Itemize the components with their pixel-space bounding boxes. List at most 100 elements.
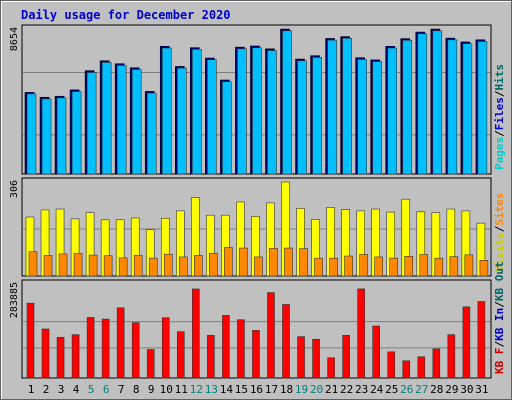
legend-sep-kb-1: / (493, 301, 506, 308)
bar-kb-kb-f-20 (312, 338, 320, 379)
x-tick-label-27: 27 (415, 383, 428, 396)
bar-pages-files-hits-files-1 (26, 93, 37, 175)
bar-pages-files-hits-files-10 (161, 47, 172, 175)
max-label-visits-sites: 306 (9, 180, 20, 198)
x-tick-label-24: 24 (370, 383, 384, 396)
bar-visits-sites-sites-14 (224, 247, 233, 277)
legend-pages-files-hits: Pages/Files/Hits (493, 64, 506, 170)
legend-visits-sites-sites: Sites (493, 193, 506, 226)
x-tick-label-30: 30 (460, 383, 473, 396)
bar-pages-files-hits-files-29 (447, 39, 458, 175)
bar-visits-sites-sites-2 (43, 255, 53, 277)
bar-visits-sites-sites-27 (419, 254, 429, 277)
x-tick-label-25: 25 (385, 383, 398, 396)
bar-pages-files-hits-files-26 (402, 39, 413, 175)
bar-pages-files-hits-files-8 (131, 69, 142, 175)
bar-pages-files-hits-files-22 (342, 37, 352, 175)
bar-pages-files-hits-files-17 (267, 50, 277, 175)
bar-visits-sites-sites-21 (329, 257, 338, 277)
bar-kb-kb-f-27 (417, 356, 426, 379)
bar-visits-sites-sites-6 (103, 255, 113, 277)
bar-kb-kb-f-2 (41, 328, 50, 379)
legend-sep-kb-0: / (493, 341, 506, 348)
bar-pages-files-hits-files-24 (372, 61, 382, 175)
bar-kb-kb-f-14 (222, 315, 230, 379)
bar-visits-sites-sites-15 (239, 247, 248, 277)
legend-pages-files-hits-files: Files (493, 97, 506, 130)
bar-pages-files-hits-files-23 (357, 59, 367, 175)
bar-visits-sites-sites-24 (374, 256, 383, 277)
bar-kb-kb-f-25 (387, 351, 396, 379)
bar-kb-kb-f-21 (327, 357, 335, 379)
bar-kb-kb-f-7 (116, 307, 125, 379)
bar-visits-sites-sites-12 (194, 255, 203, 277)
bar-kb-kb-f-10 (161, 317, 170, 379)
bar-pages-files-hits-files-25 (387, 47, 398, 175)
max-label-kb: 283885 (9, 282, 20, 318)
bar-visits-sites-sites-28 (434, 257, 444, 277)
bar-pages-files-hits-files-2 (41, 98, 52, 175)
chart-title: Daily usage for December 2020 (21, 8, 231, 22)
bar-visits-sites-sites-16 (254, 256, 263, 277)
bar-kb-kb-f-18 (282, 304, 290, 379)
bar-pages-files-hits-files-13 (207, 59, 217, 175)
x-tick-label-11: 11 (175, 383, 188, 396)
bar-visits-sites-sites-17 (269, 248, 278, 277)
bar-pages-files-hits-files-4 (71, 91, 82, 175)
x-tick-label-1: 1 (28, 383, 35, 396)
bar-pages-files-hits-files-31 (477, 41, 488, 175)
bar-kb-kb-f-13 (207, 334, 215, 379)
bar-pages-files-hits-files-20 (312, 57, 322, 175)
x-tick-label-3: 3 (58, 383, 65, 396)
bar-kb-kb-f-28 (432, 348, 441, 379)
x-tick-label-17: 17 (265, 383, 278, 396)
legend-pages-files-hits-pages: Pages (493, 137, 506, 170)
bar-pages-files-hits-files-3 (56, 97, 67, 175)
bar-kb-kb-f-22 (342, 334, 350, 379)
legend-sep-pages-files-hits-0: / (493, 130, 506, 137)
x-tick-label-4: 4 (73, 383, 80, 396)
bar-kb-kb-f-24 (372, 325, 380, 379)
bar-kb-kb-f-31 (477, 301, 486, 379)
bar-pages-files-hits-files-27 (417, 33, 428, 175)
legend-kb-kb-f: KB F (493, 348, 506, 375)
bar-kb-kb-f-6 (101, 318, 110, 379)
legend-visits-sites-visits: Visits (493, 232, 506, 272)
bar-visits-sites-sites-10 (163, 253, 173, 277)
x-tick-label-31: 31 (475, 383, 488, 396)
bar-visits-sites-sites-11 (179, 256, 188, 277)
bar-pages-files-hits-files-5 (86, 72, 97, 175)
x-tick-label-22: 22 (340, 383, 353, 396)
bar-visits-sites-sites-31 (479, 260, 489, 277)
bar-pages-files-hits-files-18 (282, 30, 292, 175)
bar-pages-files-hits-files-28 (432, 30, 443, 175)
bar-visits-sites-sites-20 (314, 257, 323, 277)
x-tick-label-23: 23 (355, 383, 368, 396)
x-tick-label-7: 7 (118, 383, 125, 396)
x-tick-label-26: 26 (400, 383, 413, 396)
bar-pages-files-hits-files-6 (101, 62, 112, 175)
x-tick-label-9: 9 (148, 383, 155, 396)
bar-kb-kb-f-15 (237, 319, 245, 379)
bar-kb-kb-f-11 (177, 331, 185, 379)
legend-kb: KB F/KB In/KB Out (493, 261, 506, 374)
bar-kb-kb-f-5 (86, 317, 95, 379)
bar-pages-files-hits-files-11 (177, 67, 187, 175)
bar-kb-kb-f-1 (26, 302, 35, 379)
bar-visits-sites-sites-8 (133, 255, 143, 277)
bar-kb-kb-f-4 (71, 334, 80, 379)
bar-visits-sites-sites-3 (58, 253, 68, 277)
bar-pages-files-hits-files-9 (146, 92, 157, 175)
bar-kb-kb-f-19 (297, 336, 305, 379)
x-tick-label-6: 6 (103, 383, 110, 396)
x-tick-label-15: 15 (235, 383, 248, 396)
bar-visits-sites-sites-30 (464, 254, 474, 277)
bar-visits-sites-sites-26 (404, 256, 414, 277)
x-tick-label-10: 10 (160, 383, 173, 396)
bar-kb-kb-f-23 (357, 288, 365, 379)
bar-pages-files-hits-files-19 (297, 60, 307, 175)
bar-visits-sites-sites-7 (118, 257, 128, 277)
bar-kb-kb-f-29 (447, 334, 456, 379)
bar-pages-files-hits-files-21 (327, 39, 337, 175)
